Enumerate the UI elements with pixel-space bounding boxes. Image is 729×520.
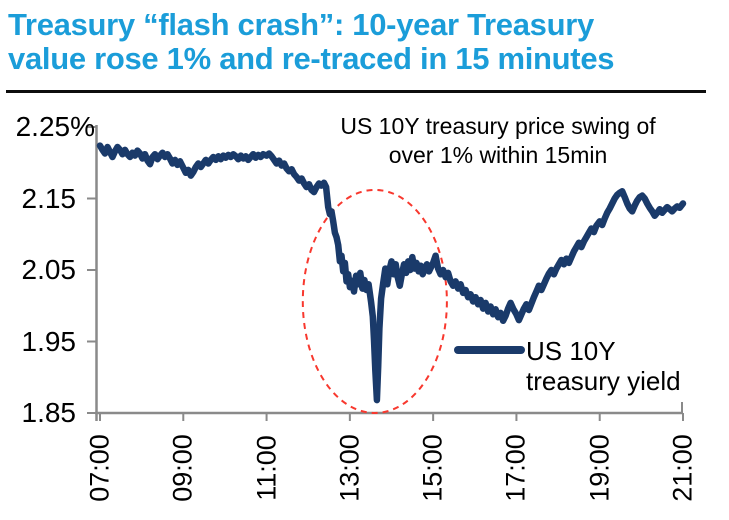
x-tick-label: 19:00 — [584, 434, 615, 502]
legend: US 10Y treasury yield — [526, 336, 681, 396]
y-tick-label: 1.95 — [21, 325, 77, 357]
annotation-text: US 10Y treasury price swing of over 1% w… — [320, 112, 676, 170]
x-tick-label: 13:00 — [334, 434, 365, 502]
y-tick-label: 2.25% — [15, 111, 95, 142]
x-tick-label: 17:00 — [500, 434, 531, 502]
legend-label-line1: US 10Y — [526, 336, 616, 366]
y-tick-label: 2.15 — [21, 182, 77, 214]
x-tick-label: 09:00 — [167, 434, 198, 502]
axes — [87, 125, 685, 421]
legend-label-line2: treasury yield — [526, 366, 681, 396]
annotation-line1: US 10Y treasury price swing of — [340, 113, 656, 139]
x-tick-label: 11:00 — [251, 435, 282, 501]
page-title: Treasury “flash crash”: 10-year Treasury… — [8, 8, 718, 76]
title-divider — [6, 90, 706, 93]
x-tick-label: 07:00 — [84, 434, 115, 502]
x-tick-label: 21:00 — [667, 434, 698, 502]
y-tick-label: 2.05 — [21, 254, 77, 285]
page-title-line1: Treasury “flash crash”: 10-year Treasury — [8, 7, 594, 42]
yield-line-series — [96, 142, 687, 404]
page-title-line2: value rose 1% and re-traced in 15 minute… — [8, 41, 615, 76]
flash-crash-highlight-ellipse — [301, 188, 448, 414]
x-tick-label: 15:00 — [417, 434, 448, 502]
annotation-line2: over 1% within 15min — [388, 142, 608, 168]
y-tick-label: 1.85 — [21, 397, 77, 428]
